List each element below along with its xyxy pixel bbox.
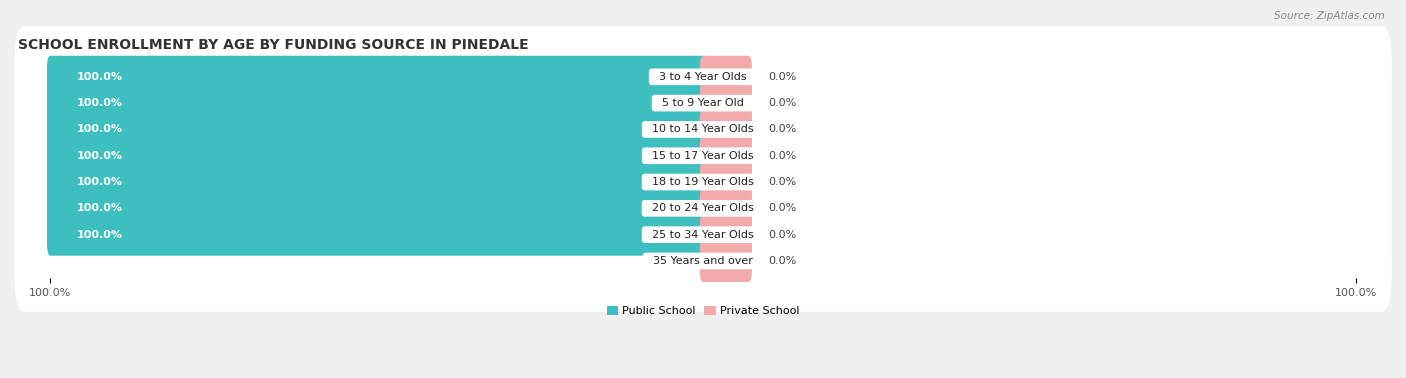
Text: Source: ZipAtlas.com: Source: ZipAtlas.com <box>1274 11 1385 21</box>
FancyBboxPatch shape <box>46 82 706 124</box>
Text: 100.0%: 100.0% <box>76 177 122 187</box>
Text: 0.0%: 0.0% <box>768 124 797 135</box>
FancyBboxPatch shape <box>46 108 706 150</box>
FancyBboxPatch shape <box>700 82 752 124</box>
Text: 0.0%: 0.0% <box>768 230 797 240</box>
FancyBboxPatch shape <box>700 161 752 203</box>
Text: 5 to 9 Year Old: 5 to 9 Year Old <box>655 98 751 108</box>
FancyBboxPatch shape <box>46 214 706 256</box>
FancyBboxPatch shape <box>46 161 706 203</box>
Text: 18 to 19 Year Olds: 18 to 19 Year Olds <box>645 177 761 187</box>
FancyBboxPatch shape <box>14 132 1392 233</box>
Text: 20 to 24 Year Olds: 20 to 24 Year Olds <box>645 203 761 213</box>
Text: 35 Years and over: 35 Years and over <box>647 256 759 266</box>
Text: 0.0%: 0.0% <box>768 151 797 161</box>
Text: 15 to 17 Year Olds: 15 to 17 Year Olds <box>645 151 761 161</box>
Legend: Public School, Private School: Public School, Private School <box>602 301 804 321</box>
Text: 0.0%: 0.0% <box>768 72 797 82</box>
FancyBboxPatch shape <box>14 105 1392 206</box>
Text: 100.0%: 100.0% <box>76 72 122 82</box>
FancyBboxPatch shape <box>700 240 752 282</box>
FancyBboxPatch shape <box>700 187 752 229</box>
Text: 10 to 14 Year Olds: 10 to 14 Year Olds <box>645 124 761 135</box>
Text: 0.0%: 0.0% <box>768 177 797 187</box>
FancyBboxPatch shape <box>14 53 1392 154</box>
FancyBboxPatch shape <box>700 56 752 98</box>
FancyBboxPatch shape <box>46 56 706 98</box>
Text: 0.0%: 0.0% <box>655 256 683 266</box>
Text: 0.0%: 0.0% <box>768 98 797 108</box>
FancyBboxPatch shape <box>46 187 706 229</box>
Text: 100.0%: 100.0% <box>76 98 122 108</box>
Text: 0.0%: 0.0% <box>768 256 797 266</box>
Text: SCHOOL ENROLLMENT BY AGE BY FUNDING SOURCE IN PINEDALE: SCHOOL ENROLLMENT BY AGE BY FUNDING SOUR… <box>18 37 529 52</box>
FancyBboxPatch shape <box>14 158 1392 259</box>
Text: 100.0%: 100.0% <box>76 230 122 240</box>
FancyBboxPatch shape <box>14 184 1392 285</box>
Text: 0.0%: 0.0% <box>768 203 797 213</box>
Text: 3 to 4 Year Olds: 3 to 4 Year Olds <box>652 72 754 82</box>
FancyBboxPatch shape <box>700 214 752 256</box>
Text: 100.0%: 100.0% <box>76 151 122 161</box>
FancyBboxPatch shape <box>14 210 1392 311</box>
FancyBboxPatch shape <box>700 108 752 150</box>
FancyBboxPatch shape <box>14 79 1392 180</box>
Text: 100.0%: 100.0% <box>76 124 122 135</box>
FancyBboxPatch shape <box>46 135 706 177</box>
FancyBboxPatch shape <box>700 135 752 177</box>
Text: 25 to 34 Year Olds: 25 to 34 Year Olds <box>645 230 761 240</box>
Text: 100.0%: 100.0% <box>76 203 122 213</box>
FancyBboxPatch shape <box>14 26 1392 127</box>
